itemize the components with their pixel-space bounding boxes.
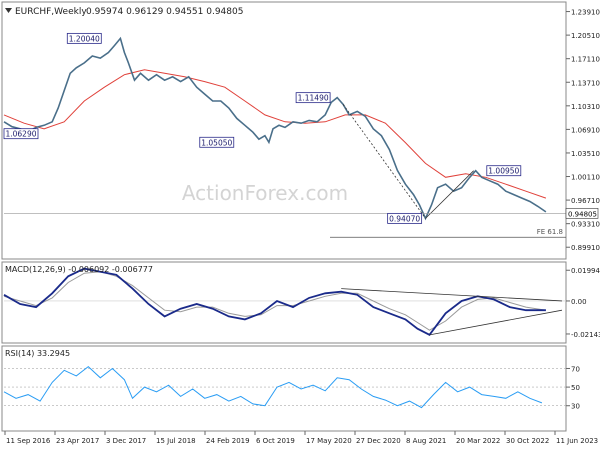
rsi-y-tick-label: 70 [571, 365, 580, 373]
price-line [3, 36, 547, 221]
dotted-projection-line [342, 104, 426, 219]
x-tick-label: 3 Dec 2017 [106, 437, 146, 445]
macd-signal-line [3, 271, 546, 331]
price-level-box [3, 128, 39, 140]
x-tick-label: 8 Aug 2021 [406, 437, 446, 445]
x-tick-label: 11 Sep 2016 [6, 437, 51, 445]
price-series [3, 36, 547, 221]
price-y-tick-label: 1.23910 [571, 9, 600, 17]
price-annotations: FE 61.8 0.94805 [4, 104, 599, 238]
rsi-y-tick-label: 30 [571, 403, 580, 411]
macd-y-tick-label: 0.00 [571, 298, 587, 306]
price-y-tick-label: 0.93310 [571, 221, 600, 229]
price-trendline [425, 170, 474, 219]
x-tick-label: 15 Jul 2018 [156, 437, 196, 445]
price-level-label: 1.06290 [5, 130, 36, 139]
macd-series [3, 267, 566, 336]
macd-label: MACD(12,26,9) -0.006092 -0.006777 [5, 265, 153, 274]
x-tick-label: 30 Oct 2022 [506, 437, 549, 445]
x-tick-label: 6 Oct 2019 [256, 437, 295, 445]
price-level-box [486, 165, 522, 177]
moving-average [3, 69, 547, 199]
rsi-line [3, 365, 543, 409]
x-tick-label: 24 Feb 2019 [206, 437, 250, 445]
price-panel-frame [1, 1, 567, 260]
fe-level-label: FE 61.8 [537, 228, 563, 236]
rsi-panel-frame [1, 345, 567, 432]
rsi-series [3, 365, 543, 409]
moving-average-line [3, 69, 547, 199]
rsi-y-tick-label: 50 [571, 384, 580, 392]
macd-y-axis: 0.019943 0.00 -0.021434 [566, 267, 600, 339]
price-level-box [387, 212, 423, 224]
chart-header: EURCHF,Weekly 0.95974 0.96129 0.94551 0.… [5, 7, 243, 17]
price-level-box [199, 136, 235, 148]
chart-ohlc-values: 0.95974 0.96129 0.94551 0.94805 [86, 7, 243, 17]
macd-y-tick-label: 0.019943 [571, 267, 600, 275]
current-price-box [565, 207, 599, 219]
price-level-box [66, 32, 102, 44]
watermark: ActionForex.com [182, 181, 348, 205]
chart-symbol-label: EURCHF,Weekly [15, 7, 87, 17]
price-level-label: 1.20040 [69, 34, 100, 43]
macd-y-tick-label: -0.021434 [571, 331, 600, 339]
rsi-label: RSI(14) 33.2945 [5, 349, 70, 358]
price-level-label: 1.00950 [488, 167, 519, 176]
price-y-tick-label: 0.89910 [571, 244, 600, 252]
macd-line [3, 267, 546, 336]
x-axis: 11 Sep 2016 23 Apr 2017 3 Dec 2017 15 Jul 2… [4, 431, 598, 445]
price-y-tick-label: 1.17110 [571, 56, 600, 64]
price-level-label: 0.94070 [389, 214, 420, 223]
x-tick-label: 17 May 2020 [306, 437, 352, 445]
x-tick-label: 23 Apr 2017 [56, 437, 99, 445]
price-y-axis: 1.23910 1.20510 1.17110 1.13710 1.10310 1.069… [566, 9, 600, 252]
price-level-label: 1.11490 [298, 94, 329, 103]
triangle-down-icon [5, 8, 12, 13]
price-labels: 1.20040 1.06290 1.05050 1.11490 1.00950 0.940… [3, 32, 522, 224]
x-tick-label: 11 Jun 2023 [556, 437, 598, 445]
rsi-y-axis: 70 50 30 [4, 365, 580, 411]
price-y-tick-label: 1.20510 [571, 32, 600, 40]
price-level-label: 1.05050 [201, 138, 232, 147]
price-y-tick-label: 0.96710 [571, 197, 600, 205]
price-y-tick-label: 1.06910 [571, 126, 600, 134]
macd-upper-trendline [341, 288, 563, 302]
price-y-tick-label: 1.03510 [571, 150, 600, 158]
price-y-tick-label: 1.13710 [571, 79, 600, 87]
x-tick-label: 27 Dec 2020 [356, 437, 401, 445]
price-y-tick-label: 1.00110 [571, 174, 600, 182]
price-level-box [295, 92, 331, 104]
macd-panel-frame [1, 261, 567, 344]
macd-lower-trendline [429, 309, 563, 336]
price-y-tick-label: 1.10310 [571, 103, 600, 111]
x-tick-label: 20 Mar 2022 [456, 437, 500, 445]
current-price-label: 0.94805 [568, 210, 597, 218]
